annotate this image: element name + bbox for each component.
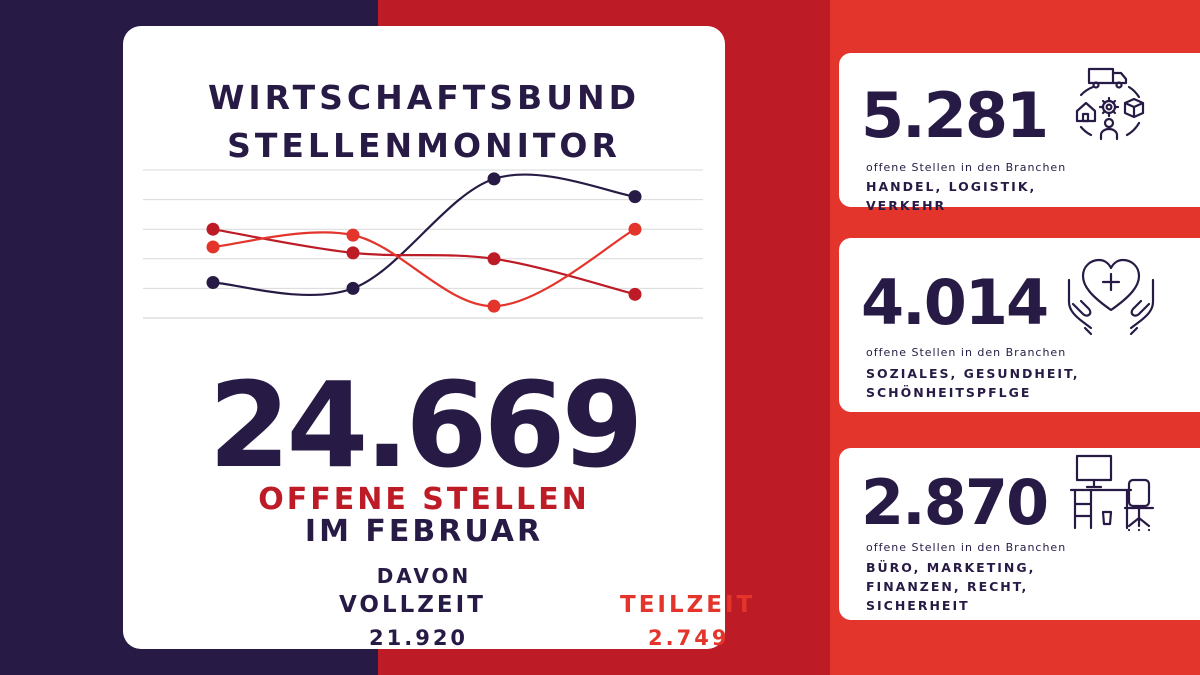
chart-point-series-1 <box>628 190 642 204</box>
chart-point-series-2 <box>487 252 501 266</box>
logistics-icon <box>1075 67 1145 141</box>
chart-series-line-1 <box>212 173 636 296</box>
stat-value: 2.870 <box>861 466 1049 539</box>
stat-description: offene Stellen in den Branchen <box>866 346 1067 359</box>
stat-category-line: FINANZEN, RECHT, <box>866 579 1029 594</box>
stat-value: 5.281 <box>861 79 1049 152</box>
stat-category: BÜRO, MARKETING, FINANZEN, RECHT, SICHER… <box>866 558 1086 615</box>
teilzeit-label: TEILZEIT <box>620 592 756 618</box>
chart-point-series-2 <box>206 222 220 236</box>
stat-category-line: SCHÖNHEITSPFLGE <box>866 385 1032 400</box>
vollzeit-label: VOLLZEIT <box>339 592 486 618</box>
chart-point-series-1 <box>487 172 501 186</box>
stat-category-line: HANDEL, LOGISTIK, VERKEHR <box>866 179 1037 213</box>
main-card: WIRTSCHAFTSBUND STELLENMONITOR 24.669 OF… <box>123 26 752 650</box>
stat-card-social: 4.014 offene Stellen in den Branchen SOZ… <box>839 238 1200 412</box>
title-line-1: WIRTSCHAFTSBUND <box>207 78 641 117</box>
stat-card-logistics: 5.281 offene Stellen in den Branchen HAN… <box>839 53 1200 213</box>
stat-category: SOZIALES, GESUNDHEIT, SCHÖNHEITSPFLGE <box>866 364 1086 402</box>
chart-point-series-1 <box>206 275 220 289</box>
care-heart-hands-icon <box>1067 258 1155 336</box>
chart-point-series-1 <box>346 281 360 295</box>
stat-card-office: 2.870 offene Stellen in den Branchen BÜR… <box>839 448 1200 620</box>
chart-point-series-3 <box>487 299 501 313</box>
chart-point-series-2 <box>628 287 642 301</box>
chart-point-series-3 <box>206 240 220 254</box>
teilzeit-value: 2.749 <box>648 626 730 650</box>
chart-series-line-3 <box>212 228 636 308</box>
month-label: IM FEBRUAR <box>304 514 544 549</box>
openings-label: OFFENE STELLEN <box>258 482 590 517</box>
trend-line-chart <box>143 169 703 319</box>
stat-category-line: BÜRO, MARKETING, <box>866 560 1036 575</box>
davon-label: DAVON <box>376 564 472 588</box>
chart-point-series-2 <box>346 246 360 260</box>
chart-series-line-2 <box>212 228 636 296</box>
stat-category: HANDEL, LOGISTIK, VERKEHR <box>866 177 1086 215</box>
stat-value: 4.014 <box>861 266 1049 339</box>
stat-description: offene Stellen in den Branchen <box>866 541 1067 554</box>
stat-category-line: SICHERHEIT <box>866 598 970 613</box>
vollzeit-value: 21.920 <box>369 626 469 650</box>
stat-description: offene Stellen in den Branchen <box>866 161 1067 174</box>
chart-point-series-3 <box>628 222 642 236</box>
chart-point-series-3 <box>346 228 360 242</box>
title-line-2: STELLENMONITOR <box>227 126 621 165</box>
office-desk-icon <box>1069 454 1155 532</box>
total-openings: 24.669 <box>208 356 643 494</box>
stat-category-line: SOZIALES, GESUNDHEIT, <box>866 366 1080 381</box>
